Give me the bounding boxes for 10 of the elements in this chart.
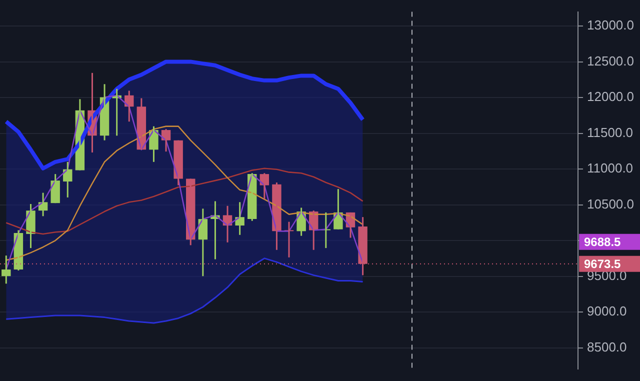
y-tick-label: 10500.0 — [587, 196, 634, 212]
y-tick-label: 8500.0 — [587, 339, 627, 354]
ref-line-label: 9673.5 — [584, 257, 622, 272]
y-tick-label: 12000.0 — [587, 89, 634, 104]
y-tick-label: 12500.0 — [587, 53, 634, 68]
y-tick-label: 13000.0 — [587, 18, 634, 33]
text: 9688.5 — [584, 235, 622, 250]
y-tick-label: 11500.0 — [587, 124, 634, 140]
y-tick-label: 11000.0 — [587, 160, 634, 176]
y-tick-label: 9000.0 — [587, 304, 627, 319]
